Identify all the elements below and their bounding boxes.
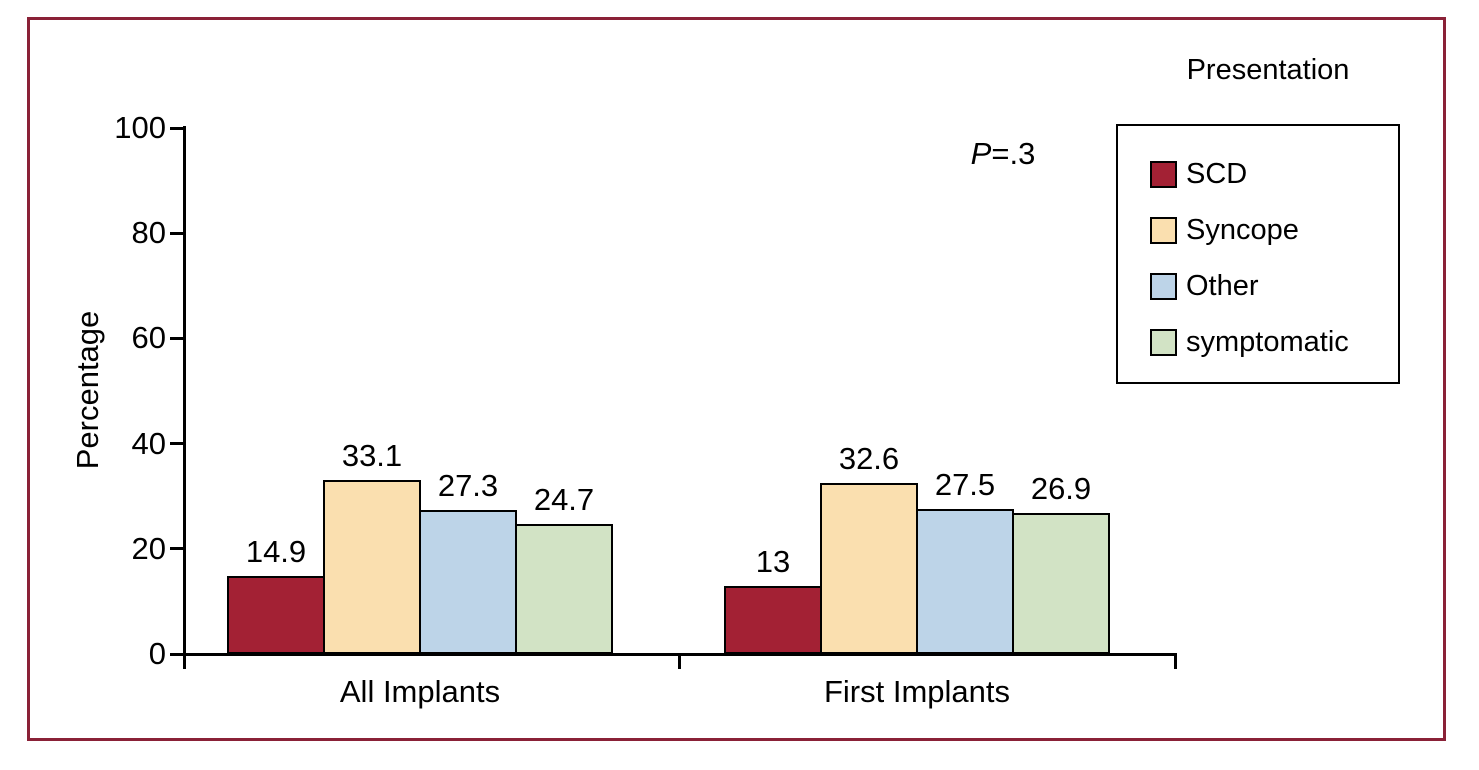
- bar-syncope-first-implants: [820, 482, 918, 654]
- x-axis-group-separator-tick: [678, 654, 681, 669]
- x-axis-category-label: First Implants: [823, 674, 1011, 709]
- bar-value-label: 13: [755, 543, 791, 579]
- bar-value-label: 27.3: [437, 468, 499, 504]
- y-axis-line: [183, 126, 186, 669]
- legend-label-scd: SCD: [1186, 158, 1248, 190]
- x-axis-end-tick: [1174, 654, 1177, 669]
- legend-box: SCD Syncope Other symptomatic: [1116, 124, 1400, 384]
- y-axis-tick-label: 40: [131, 425, 166, 461]
- bar-value-label: 24.7: [533, 482, 595, 518]
- bar-other-all-implants: [419, 510, 517, 654]
- y-axis-tick: [170, 442, 183, 446]
- bar-value-label: 32.6: [838, 440, 900, 476]
- bar-syncope-all-implants: [323, 479, 421, 654]
- y-axis-tick: [170, 126, 183, 130]
- legend-swatch-symptomatic: [1150, 329, 1177, 356]
- y-axis-tick: [170, 652, 183, 656]
- y-axis-tick-label: 60: [131, 320, 166, 356]
- bar-value-label: 26.9: [1030, 470, 1092, 506]
- bar-value-label: 14.9: [245, 533, 307, 569]
- y-axis-tick-label: 80: [131, 215, 166, 251]
- y-axis-tick-label: 0: [148, 636, 166, 671]
- legend-label-symptomatic: symptomatic: [1186, 326, 1349, 358]
- bar-scd-all-implants: [227, 575, 325, 654]
- p-value-annotation: P=.3: [903, 136, 1103, 172]
- bar-symptomatic-all-implants: [515, 524, 613, 654]
- p-value-symbol: P: [970, 136, 992, 171]
- bar-value-label: 27.5: [934, 467, 996, 503]
- y-axis-tick: [170, 336, 183, 340]
- legend-title: Presentation: [1186, 54, 1350, 86]
- legend-label-syncope: Syncope: [1186, 214, 1299, 246]
- bar-other-first-implants: [916, 509, 1014, 654]
- y-axis-title: Percentage: [70, 310, 105, 470]
- y-axis-tick: [170, 231, 183, 235]
- p-value-text: =.3: [991, 136, 1036, 171]
- legend-label-other: Other: [1186, 270, 1259, 302]
- x-axis-category-label: All Implants: [339, 674, 501, 709]
- legend-swatch-scd: [1150, 161, 1177, 188]
- y-axis-tick-label: 20: [131, 530, 166, 566]
- y-axis-tick: [170, 547, 183, 551]
- bar-scd-first-implants: [724, 585, 822, 654]
- legend-swatch-other: [1150, 273, 1177, 300]
- legend-swatch-syncope: [1150, 217, 1177, 244]
- bar-symptomatic-first-implants: [1012, 512, 1110, 654]
- bar-value-label: 33.1: [341, 437, 403, 473]
- y-axis-tick-label: 100: [114, 110, 166, 145]
